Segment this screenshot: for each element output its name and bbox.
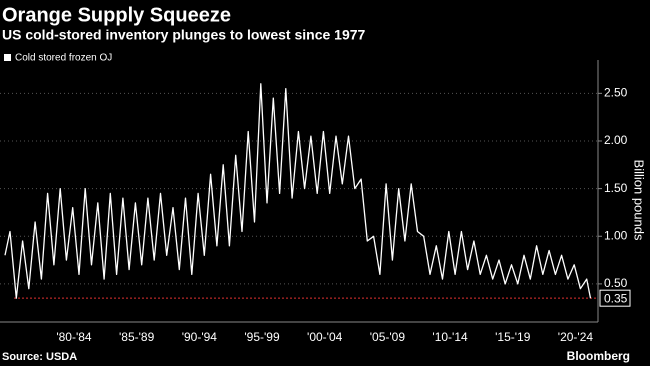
- x-tick-label: '95-'99: [244, 330, 280, 344]
- y-tick-label: 0.50: [604, 276, 628, 290]
- data-line: [4, 83, 592, 299]
- x-tick-label: '05-'09: [370, 330, 406, 344]
- reference-label: 0.35: [604, 291, 628, 305]
- chart-subtitle: US cold-stored inventory plunges to lowe…: [2, 27, 366, 43]
- x-tick-label: '80-'84: [56, 330, 92, 344]
- x-tick-label: '85-'89: [119, 330, 155, 344]
- y-tick-label: 1.00: [604, 228, 628, 242]
- y-axis-label: Billion pounds: [632, 160, 647, 241]
- chart-title: Orange Supply Squeeze: [2, 4, 231, 26]
- brand: Bloomberg: [567, 349, 630, 363]
- y-tick-label: 1.50: [604, 181, 628, 195]
- y-tick-label: 2.50: [604, 86, 628, 100]
- x-tick-label: '10-'14: [432, 330, 468, 344]
- x-tick-label: '90-'94: [182, 330, 218, 344]
- x-tick-label: '00-'04: [307, 330, 343, 344]
- source: Source: USDA: [2, 351, 77, 363]
- y-tick-label: 2.00: [604, 133, 628, 147]
- legend-label: Cold stored frozen OJ: [15, 53, 112, 64]
- reference-label-box: [599, 289, 631, 307]
- x-tick-label: '15-'19: [495, 330, 531, 344]
- legend-swatch: [4, 54, 11, 61]
- x-tick-label: '20-'24: [558, 330, 594, 344]
